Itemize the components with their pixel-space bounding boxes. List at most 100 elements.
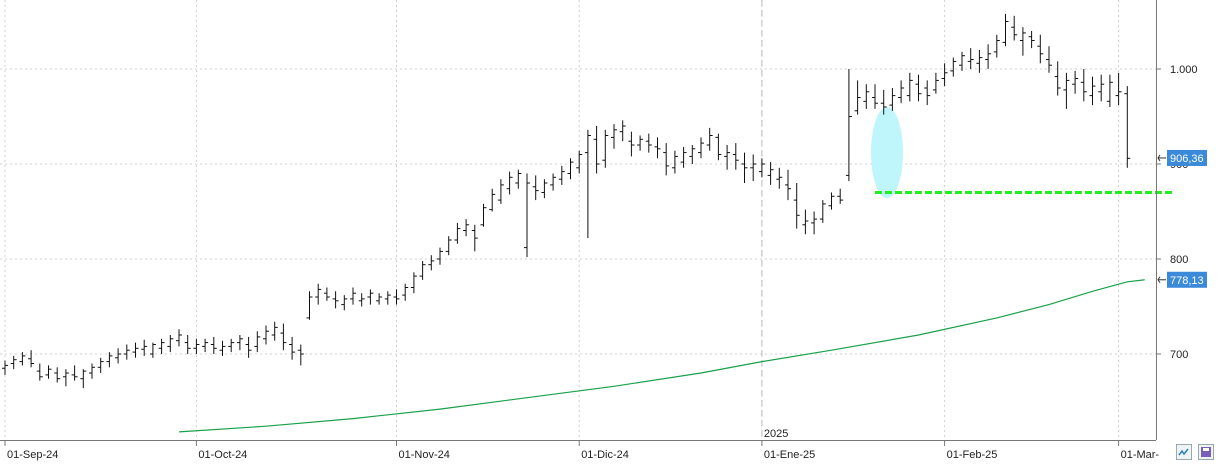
ohlc-bar bbox=[915, 74, 922, 102]
ohlc-bar bbox=[367, 289, 374, 305]
ohlc-bar bbox=[358, 293, 365, 307]
ohlc-bar bbox=[62, 369, 69, 387]
ohlc-bar bbox=[236, 335, 243, 351]
price-tag-label: 906,36 bbox=[1170, 153, 1204, 165]
ohlc-bar bbox=[802, 209, 809, 235]
ohlc-bar bbox=[654, 137, 661, 159]
ohlc-bar bbox=[80, 369, 87, 389]
ohlc-bar bbox=[819, 200, 826, 223]
price-tag-box bbox=[1167, 149, 1207, 166]
ohlc-bar bbox=[941, 63, 948, 87]
ohlc-bar bbox=[724, 145, 731, 170]
ohlc-bar bbox=[36, 363, 43, 381]
ohlc-bar bbox=[863, 84, 870, 109]
ohlc-bar bbox=[959, 51, 965, 71]
ohlc-bar bbox=[671, 150, 678, 174]
ohlc-bar bbox=[141, 339, 148, 356]
price-tag: 778,13 bbox=[1157, 271, 1207, 288]
ohlc-bar bbox=[924, 80, 931, 106]
ohlc-bars-layer bbox=[2, 13, 1131, 389]
ohlc-bar bbox=[1124, 86, 1131, 168]
ohlc-bar bbox=[480, 203, 487, 227]
ohlc-bar bbox=[489, 188, 496, 212]
ohlc-bar bbox=[158, 338, 165, 354]
ohlc-bar bbox=[689, 145, 696, 164]
zoom-button[interactable] bbox=[1176, 444, 1192, 460]
ohlc-bar bbox=[750, 154, 757, 182]
moving-average-line bbox=[178, 279, 1145, 433]
ohlc-bar bbox=[1089, 76, 1096, 106]
ohlc-bar bbox=[1063, 72, 1070, 109]
ohlc-bar bbox=[532, 175, 539, 201]
ohlc-bar bbox=[506, 171, 513, 195]
price-tag: 906,36 bbox=[1157, 149, 1207, 166]
x-tick-label: 01-Nov-24 bbox=[399, 449, 450, 461]
ohlc-bar bbox=[811, 211, 818, 235]
year-label: 2025 bbox=[764, 428, 788, 440]
ohlc-bar bbox=[593, 126, 600, 174]
ohlc-bar bbox=[680, 146, 687, 168]
ohlc-bar bbox=[845, 69, 852, 182]
ohlc-bar bbox=[271, 321, 278, 341]
ohlc-bar bbox=[54, 367, 61, 383]
save-button[interactable] bbox=[1198, 444, 1214, 460]
ohlc-bar bbox=[419, 260, 426, 280]
ohlc-bar bbox=[1019, 27, 1026, 56]
ohlc-bar bbox=[123, 344, 130, 360]
y-axis-ticks: 1.000900800700 bbox=[1156, 64, 1198, 361]
ohlc-bar bbox=[558, 165, 565, 185]
zoom-icon bbox=[1178, 448, 1189, 456]
ohlc-bar bbox=[524, 173, 530, 258]
x-tick-label: 01-Ene-25 bbox=[764, 449, 815, 461]
chart-axes bbox=[0, 0, 1157, 441]
ohlc-bar bbox=[1098, 74, 1105, 102]
ohlc-bar bbox=[1028, 31, 1035, 49]
ohlc-bar bbox=[637, 135, 644, 151]
ohlc-bar bbox=[932, 72, 939, 94]
ohlc-bar bbox=[976, 50, 983, 73]
ohlc-bar bbox=[1080, 69, 1087, 102]
ohlc-bar bbox=[645, 133, 652, 153]
ohlc-bar bbox=[19, 352, 26, 366]
ohlc-bar bbox=[97, 357, 104, 373]
ohlc-bar bbox=[706, 127, 713, 151]
ohlc-bar bbox=[437, 247, 443, 265]
ohlc-bar bbox=[106, 352, 113, 368]
ohlc-bar bbox=[611, 124, 617, 149]
ohlc-bar bbox=[384, 291, 391, 305]
ohlc-bar bbox=[567, 158, 574, 180]
x-tick-label: 01-Sep-24 bbox=[7, 449, 58, 461]
ohlc-bar bbox=[889, 88, 896, 111]
ohlc-bar bbox=[176, 329, 182, 347]
ohlc-bar bbox=[71, 365, 78, 381]
ohlc-bar bbox=[10, 355, 17, 370]
ohlc-bar bbox=[219, 340, 226, 356]
ohlc-bar bbox=[306, 291, 313, 320]
ohlc-bar bbox=[167, 335, 174, 353]
ohlc-bar bbox=[628, 131, 635, 157]
ohlc-bar bbox=[1037, 34, 1044, 64]
ohlc-bar bbox=[202, 338, 209, 353]
ohlc-bar bbox=[263, 325, 269, 345]
ohlc-bar bbox=[228, 338, 235, 353]
ohlc-bar bbox=[463, 219, 470, 237]
ohlc-bar bbox=[1054, 61, 1061, 96]
ohlc-bar bbox=[376, 293, 383, 305]
ohlc-bar bbox=[193, 338, 200, 354]
ohlc-bar bbox=[767, 162, 774, 185]
ohlc-bar bbox=[210, 336, 217, 354]
ohlc-bar bbox=[341, 295, 348, 311]
ohlc-bar bbox=[28, 350, 35, 368]
moving-average-layer bbox=[178, 279, 1145, 433]
ohlc-bar bbox=[350, 287, 356, 305]
ohlc-bar bbox=[828, 192, 835, 210]
ohlc-bar bbox=[1002, 13, 1009, 47]
ohlc-bar bbox=[245, 336, 252, 358]
ohlc-bar bbox=[758, 158, 765, 178]
x-tick-label: 01-Feb-25 bbox=[947, 449, 998, 461]
ohlc-bar bbox=[715, 133, 722, 161]
ohlc-bar bbox=[854, 80, 861, 115]
price-tag-box bbox=[1167, 271, 1207, 288]
ohlc-bar bbox=[741, 152, 748, 183]
